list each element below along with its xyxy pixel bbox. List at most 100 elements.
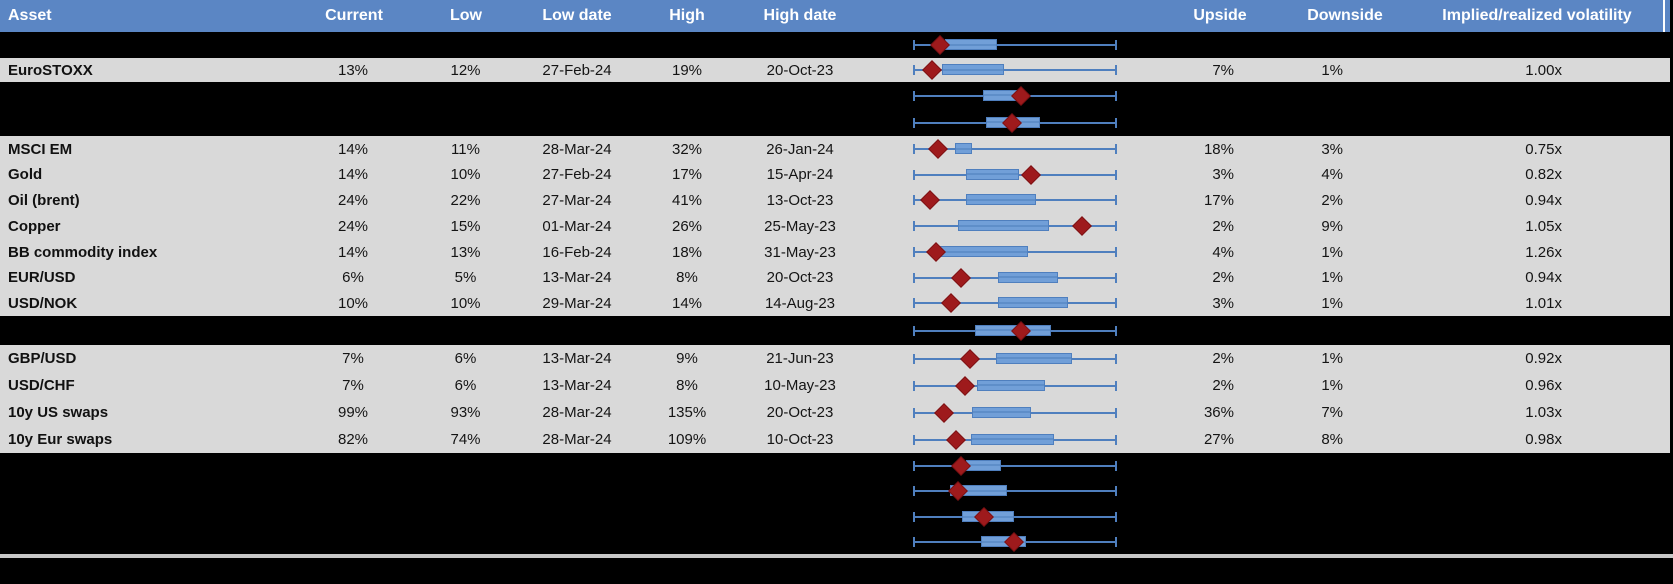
whisker-cap-left: [913, 380, 915, 391]
cell-upside: 3%: [1212, 294, 1234, 312]
box-median-line: [942, 68, 1003, 71]
volatility-range-boxplot: [913, 530, 1117, 554]
volatility-range-boxplot: [913, 345, 1117, 372]
box-median-line: [997, 357, 1071, 359]
cell-downside: 1%: [1321, 377, 1343, 394]
cell-high-date: 26-Jan-24: [766, 140, 834, 158]
volatility-range-boxplot: [913, 187, 1117, 213]
cell-upside: 2%: [1212, 350, 1234, 367]
cell-current: 24%: [337, 217, 369, 235]
volatility-range-boxplot: [913, 453, 1117, 478]
current-level-diamond-marker: [946, 429, 966, 450]
whisker-cap-left: [913, 460, 915, 471]
cell-high-date: 10-May-23: [764, 377, 836, 394]
vol-range-box: [941, 64, 1004, 75]
table-row: MSCI EM 14% 11% 28-Mar-24 32% 26-Jan-24 18% 3% 0…: [0, 136, 1670, 162]
volatility-range-boxplot: [913, 372, 1117, 399]
whisker-cap-right: [1115, 221, 1117, 231]
whisker-cap-right: [1115, 169, 1117, 180]
cell-high-date: 20-Oct-23: [766, 61, 834, 79]
cell-implied-realized: 0.82x: [1525, 166, 1562, 183]
cell-low-date: 27-Mar-24: [542, 191, 612, 209]
current-level-diamond-marker: [1021, 164, 1041, 185]
whisker-cap-right: [1115, 380, 1117, 391]
cell-downside: 9%: [1321, 217, 1343, 235]
hidden-row: [0, 109, 1670, 136]
whisker-cap-right: [1115, 325, 1117, 336]
cell-high: 41%: [671, 191, 703, 209]
cell-high-date: 31-May-23: [764, 243, 836, 261]
cell-upside: 4%: [1212, 243, 1234, 261]
bottom-divider-line: [0, 554, 1673, 558]
cell-high: 32%: [671, 140, 703, 158]
whisker-cap-right: [1115, 353, 1117, 364]
cell-low-date: 01-Mar-24: [542, 217, 612, 235]
cell-high-date: 15-Apr-24: [766, 166, 834, 183]
hidden-row: [0, 453, 1670, 478]
whisker-line: [913, 69, 1117, 71]
cell-implied-realized: 0.75x: [1525, 140, 1562, 158]
table-row: BB commodity index 14% 13% 16-Feb-24 18% 31-M…: [0, 239, 1670, 265]
vol-range-box: [970, 433, 1054, 445]
current-level-diamond-marker: [934, 402, 954, 423]
cell-current: 14%: [337, 140, 369, 158]
vol-range-box: [980, 536, 1026, 547]
whisker-cap-right: [1115, 512, 1117, 522]
table-row: USD/CHF 7% 6% 13-Mar-24 8% 10-May-23 2% 1% 0.96x: [0, 372, 1670, 399]
volatility-range-boxplot: [913, 426, 1117, 453]
cell-upside: 2%: [1212, 217, 1234, 235]
cell-upside: 18%: [1203, 140, 1234, 158]
cell-high: 109%: [667, 431, 707, 448]
cell-downside: 1%: [1321, 269, 1343, 286]
vol-range-box: [998, 297, 1069, 308]
hidden-row: [0, 82, 1670, 109]
cell-asset: GBP/USD: [8, 350, 77, 367]
cell-current: 82%: [337, 431, 369, 448]
cell-low: 10%: [450, 166, 481, 183]
cell-low-date: 28-Mar-24: [542, 431, 612, 448]
whisker-line: [913, 516, 1117, 518]
cell-asset: EUR/USD: [8, 269, 76, 286]
cell-low: 13%: [450, 243, 481, 261]
whisker-cap-left: [913, 434, 915, 445]
cell-low-date: 28-Mar-24: [542, 404, 612, 421]
volatility-range-boxplot: [913, 109, 1117, 136]
table-row: EuroSTOXX 13% 12% 27-Feb-24 19% 20-Oct-23 7% 1%…: [0, 58, 1670, 82]
cell-current: 14%: [337, 243, 369, 261]
whisker-cap-right: [1115, 537, 1117, 547]
cell-low-date: 27-Feb-24: [542, 166, 612, 183]
whisker-cap-left: [913, 247, 915, 257]
cell-implied-realized: 0.94x: [1525, 191, 1562, 209]
vol-range-box: [958, 220, 1050, 231]
cell-current: 13%: [337, 61, 369, 79]
box-median-line: [983, 94, 1022, 96]
table-row: Oil (brent) 24% 22% 27-Mar-24 41% 13-Oct-23 17…: [0, 187, 1670, 213]
cell-high: 26%: [671, 217, 703, 235]
cell-downside: 3%: [1321, 140, 1343, 158]
cell-implied-realized: 1.05x: [1525, 217, 1562, 235]
cell-upside: 7%: [1212, 61, 1234, 79]
whisker-cap-left: [913, 65, 915, 75]
current-level-diamond-marker: [951, 267, 971, 288]
cell-downside: 1%: [1321, 350, 1343, 367]
header-upside: Upside: [1193, 7, 1247, 24]
header-implied-realized: Implied/realized volatility: [1442, 7, 1632, 24]
whisker-cap-right: [1115, 298, 1117, 308]
vol-range-box: [939, 246, 1029, 257]
vol-range-box: [955, 143, 972, 154]
whisker-line: [913, 44, 1117, 46]
cell-current: 14%: [337, 166, 369, 183]
whisker-cap-right: [1115, 460, 1117, 471]
cell-low: 10%: [450, 294, 481, 312]
table-row: EUR/USD 6% 5% 13-Mar-24 8% 20-Oct-23 2% 1% 0.94x: [0, 265, 1670, 290]
whisker-cap-left: [913, 325, 915, 336]
table-row: Gold 14% 10% 27-Feb-24 17% 15-Apr-24 3% 4% 0.82x: [0, 162, 1670, 187]
cell-asset: Oil (brent): [8, 191, 80, 209]
box-median-line: [959, 224, 1049, 227]
cell-asset: MSCI EM: [8, 140, 73, 158]
header-column-divider: [1663, 0, 1665, 32]
whisker-line: [913, 148, 1117, 150]
volatility-range-boxplot: [913, 136, 1117, 162]
whisker-cap-left: [913, 221, 915, 231]
box-median-line: [999, 301, 1068, 304]
